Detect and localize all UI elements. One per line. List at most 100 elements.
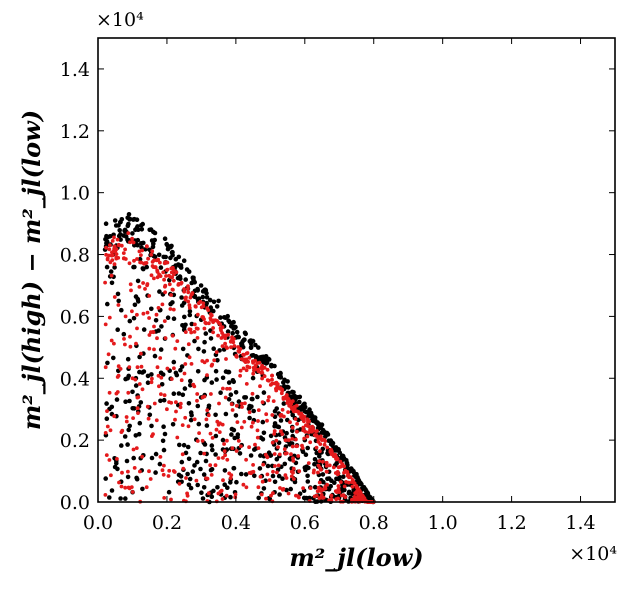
scatter-point-red [155,365,160,370]
y-tick-label: 0.0 [60,492,90,514]
scatter-point-red [229,473,234,477]
scatter-point-red [206,308,211,312]
scatter-point-red [126,469,130,474]
scatter-point-black [341,456,347,461]
scatter-point-red [180,423,185,427]
x-tick-label: 0.8 [359,512,389,534]
scatter-point-red [200,438,205,443]
scatter-point-black [213,452,218,457]
scatter-point-red [288,420,292,425]
ticks-layer: 0.0 0.2 0.4 0.6 0.8 1.0 1.2 1.4 0.0 0.2 0.4 0.6 0.8 1… [60,38,615,534]
scatter-point-red [229,402,234,407]
scatter-point-black [152,353,158,359]
scatter-point-red [115,457,119,461]
scatter-point-red [270,413,275,417]
scatter-point-red [314,445,319,450]
scatter-point-black [195,403,201,409]
scatter-point-black [282,461,288,467]
scatter-point-red [207,321,211,326]
scatter-point-red [137,249,142,254]
scatter-point-black [176,254,182,260]
scatter-point-red [137,285,142,289]
scatter-point-red [235,420,240,424]
scatter-point-red [314,493,319,498]
scatter-point-black [195,296,200,302]
scatter-point-black [104,401,109,406]
scatter-point-black [235,432,241,437]
scatter-point-red [152,401,157,406]
scatter-point-black [170,422,176,427]
scatter-point-red [221,386,225,391]
scatter-point-red [155,336,159,341]
scatter-point-black [247,415,252,421]
scatter-point-red [278,486,282,490]
scatter-point-red [325,445,330,450]
scatter-point-red [256,408,261,412]
scatter-point-black [257,356,262,362]
scatter-point-red [107,315,112,320]
scatter-point-black [104,264,110,270]
scatter-point-red [135,365,140,370]
scatter-point-red [122,337,126,341]
scatter-point-red [236,439,241,443]
scatter-point-black [116,223,121,228]
scatter-point-red [103,431,108,435]
scatter-point-black [203,458,209,464]
scatter-point-red [329,497,334,501]
scatter-point-black [156,252,162,258]
scatter-point-red [223,453,228,458]
scatter-point-red [195,312,200,317]
scatter-point-red [169,497,173,502]
scatter-point-red [220,497,225,501]
scatter-point-red [104,453,109,457]
scatter-point-red [163,284,167,289]
scatter-point-black [355,476,361,482]
scatter-point-red [115,375,120,379]
scatter-point-black [194,459,200,465]
scatter-point-black [278,418,284,423]
scatter-point-black [189,412,194,418]
scatter-point-red [161,472,166,477]
y-tick-label: 0.2 [60,430,90,452]
scatter-point-red [141,281,146,285]
scatter-point-red [186,284,190,288]
scatter-point-black [226,369,232,375]
scatter-point-red [350,480,354,484]
scatter-point-red [105,424,110,429]
scatter-point-black [198,450,203,456]
scatter-point-black [354,471,359,477]
scatter-point-black [242,395,247,400]
scatter-point-black [234,479,239,485]
scatter-point-red [323,485,328,489]
scatter-point-black [153,451,159,457]
scatter-point-black [108,269,114,274]
scatter-point-black [247,338,253,344]
scatter-point-red [301,486,305,490]
scatter-point-red [126,485,131,490]
scatter-point-black [184,267,190,272]
scatter-point-red [131,416,136,420]
scatter-point-black [241,337,247,343]
scatter-point-black [130,406,135,411]
scatter-point-black [213,433,219,439]
scatter-point-red [202,451,207,456]
scatter-point-black [344,460,350,466]
scatter-point-red [217,401,221,406]
scatter-point-black [158,398,163,404]
scatter-point-red [155,270,160,274]
scatter-point-red [261,462,266,467]
scatter-point-black [226,397,232,402]
scatter-point-black [231,379,236,385]
scatter-point-red [116,364,121,369]
scatter-point-red [200,315,205,319]
scatter-point-red [151,432,155,436]
scatter-point-black [209,380,215,385]
scatter-point-red [276,463,281,468]
scatter-point-black [158,370,164,376]
scatter-point-black [319,430,325,436]
scatter-point-black [233,324,238,330]
scatter-point-black [341,474,346,480]
scatter-point-black [312,415,318,420]
x-tick-label: 1.4 [565,512,595,534]
scatter-point-red [285,398,290,402]
